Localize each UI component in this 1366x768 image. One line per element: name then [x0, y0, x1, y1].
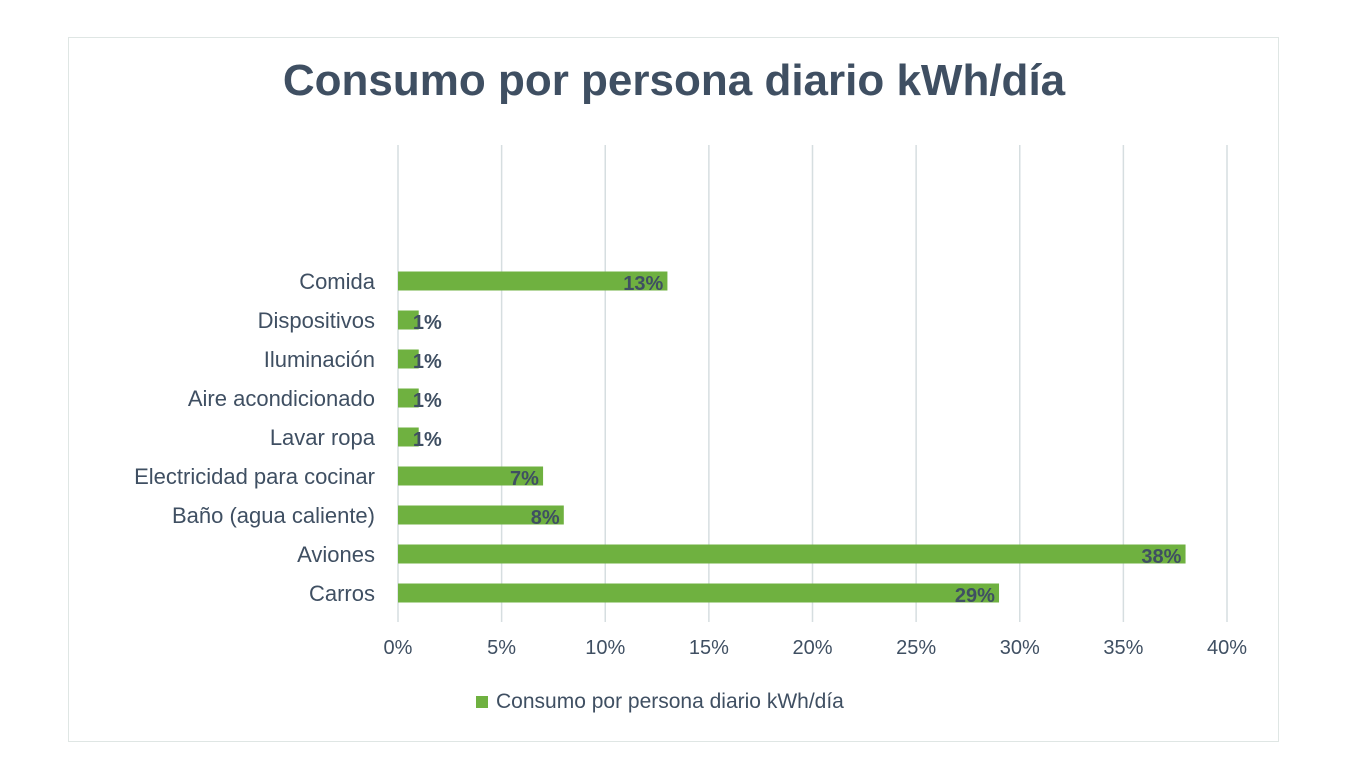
bar-8 [398, 583, 1000, 603]
data-label: 1% [413, 351, 442, 373]
x-tick-label: 40% [1207, 637, 1247, 659]
data-label: 13% [623, 273, 663, 295]
x-tick-label: 35% [1103, 637, 1143, 659]
bar-0 [398, 271, 668, 291]
category-label: Iluminación [264, 347, 375, 372]
x-tick-label: 0% [384, 637, 413, 659]
category-label: Electricidad para cocinar [134, 464, 375, 489]
legend: Consumo por persona diario kWh/día [476, 689, 844, 715]
data-label: 1% [413, 390, 442, 412]
data-label: 8% [531, 507, 560, 529]
data-label: 38% [1141, 546, 1181, 568]
x-tick-labels: 0% 5% 10% 15% 20% 25% 30% 35% 40% [384, 637, 1248, 659]
x-tick-label: 30% [1000, 637, 1040, 659]
bar-4 [398, 427, 419, 447]
x-tick-label: 10% [585, 637, 625, 659]
category-label: Dispositivos [258, 308, 375, 333]
x-tick-label: 25% [896, 637, 936, 659]
bar-1 [398, 310, 419, 330]
chart-frame [68, 37, 1279, 742]
x-tick-label: 20% [792, 637, 832, 659]
bar-7 [398, 544, 1186, 564]
x-tick-label: 15% [689, 637, 729, 659]
data-labels: 13% 1% 1% 1% 1% 7% 8% 38% 29% [413, 273, 1182, 607]
category-label: Baño (agua caliente) [172, 503, 375, 528]
x-tick-label: 5% [487, 637, 516, 659]
category-label: Comida [299, 269, 376, 294]
data-label: 29% [955, 585, 995, 607]
chart-title: Consumo por persona diario kWh/día [282, 56, 1066, 105]
data-label: 1% [413, 429, 442, 451]
gridlines [397, 145, 1228, 622]
bar-5 [398, 466, 544, 486]
bar-3 [398, 388, 419, 408]
category-label: Carros [309, 581, 375, 606]
legend-swatch [476, 696, 488, 708]
bar-6 [398, 505, 564, 525]
bars [398, 271, 1186, 603]
data-label: 7% [510, 468, 539, 490]
bar-2 [398, 349, 419, 369]
category-labels: Comida Dispositivos Iluminación Aire acondi… [134, 269, 376, 606]
category-label: Aire acondicionado [188, 386, 375, 411]
data-label: 1% [413, 312, 442, 334]
category-label: Aviones [297, 542, 375, 567]
legend-label: Consumo por persona diario kWh/día [496, 690, 844, 713]
category-label: Lavar ropa [270, 425, 376, 450]
